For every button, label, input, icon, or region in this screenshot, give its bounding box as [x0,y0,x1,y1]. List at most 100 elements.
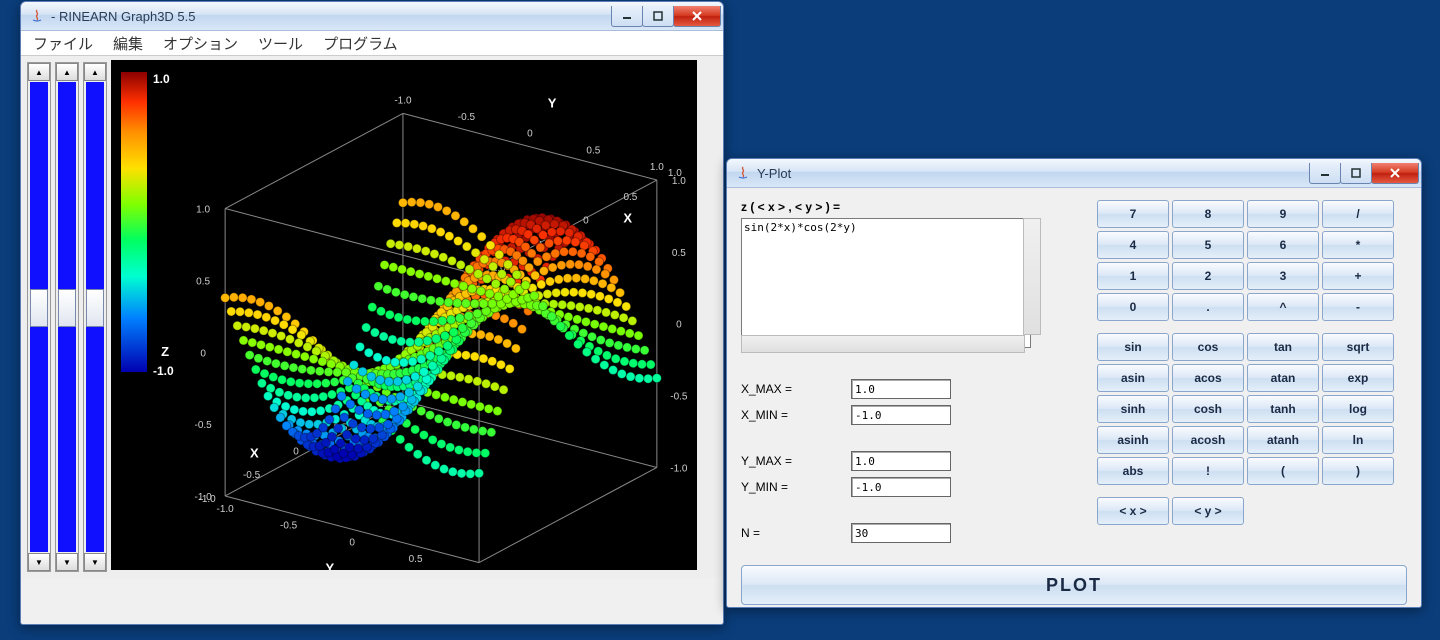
fn-acosh[interactable]: acosh [1172,426,1244,454]
input-x-min[interactable] [851,405,951,425]
yplot-titlebar[interactable]: Y-Plot [727,159,1421,188]
maximize-button[interactable] [642,6,674,27]
svg-text:-1.0: -1.0 [670,463,688,474]
slider-down-icon[interactable]: ▼ [28,553,50,571]
menu-tool[interactable]: ツール [254,31,307,56]
fn-sqrt[interactable]: sqrt [1322,333,1394,361]
fn-[interactable]: ) [1322,457,1394,485]
fn-atanh[interactable]: atanh [1247,426,1319,454]
fn-exp[interactable]: exp [1322,364,1394,392]
slider-2[interactable]: ▲ ▼ [55,62,79,572]
minimize-button[interactable] [611,6,643,27]
input-n[interactable] [851,523,951,543]
fn-asinh[interactable]: asinh [1097,426,1169,454]
plot-button[interactable]: PLOT [741,565,1407,605]
fn-tan[interactable]: tan [1247,333,1319,361]
slider-up-icon[interactable]: ▲ [84,63,106,81]
svg-text:Z: Z [161,344,169,359]
key-0[interactable]: 0 [1097,293,1169,321]
var-y[interactable]: < y > [1172,497,1244,525]
slider-thumb[interactable] [30,289,48,327]
key-[interactable]: + [1322,262,1394,290]
key-5[interactable]: 5 [1172,231,1244,259]
svg-text:1.0: 1.0 [196,205,210,216]
label-n: N = [741,526,851,540]
svg-text:X: X [250,445,259,460]
key-[interactable]: / [1322,200,1394,228]
fn-cos[interactable]: cos [1172,333,1244,361]
key-4[interactable]: 4 [1097,231,1169,259]
fn-[interactable]: ( [1247,457,1319,485]
fn-cosh[interactable]: cosh [1172,395,1244,423]
key-8[interactable]: 8 [1172,200,1244,228]
fn-abs[interactable]: abs [1097,457,1169,485]
fn-acos[interactable]: acos [1172,364,1244,392]
menu-file[interactable]: ファイル [29,31,97,56]
label-x-max: X_MAX = [741,382,851,396]
fn-asin[interactable]: asin [1097,364,1169,392]
slider-panel: ▲ ▼ ▲ ▼ ▲ ▼ [25,60,111,574]
key-6[interactable]: 6 [1247,231,1319,259]
slider-down-icon[interactable]: ▼ [84,553,106,571]
key-2[interactable]: 2 [1172,262,1244,290]
formula-input[interactable] [741,218,1031,348]
fn-sinh[interactable]: sinh [1097,395,1169,423]
slider-1[interactable]: ▲ ▼ [27,62,51,572]
input-y-min[interactable] [851,477,951,497]
svg-text:0: 0 [200,348,206,359]
yplot-window: Y-Plot z ( < x > , < y > ) = X_MAX = X_M… [726,158,1422,608]
var-x[interactable]: < x > [1097,497,1169,525]
key-9[interactable]: 9 [1247,200,1319,228]
key-[interactable]: . [1172,293,1244,321]
svg-text:-1.0: -1.0 [217,504,235,515]
svg-text:-0.5: -0.5 [670,392,688,403]
menu-program[interactable]: プログラム [319,31,402,56]
slider-thumb[interactable] [86,289,104,327]
svg-text:0.5: 0.5 [586,145,600,156]
svg-text:-0.5: -0.5 [243,470,261,481]
minimize-button[interactable] [1309,163,1341,184]
plot3d-canvas[interactable]: 1.0 -1.0 -1.0-1.0-1.0-1.0-1.0-1.0-0.5-0.… [111,60,697,570]
key-[interactable]: ^ [1247,293,1319,321]
yplot-body: z ( < x > , < y > ) = X_MAX = X_MIN = Y_… [727,188,1421,555]
svg-text:1.0: 1.0 [650,162,664,173]
fn-log[interactable]: log [1322,395,1394,423]
graph3d-titlebar[interactable]: - RINEARN Graph3D 5.5 [21,2,723,31]
slider-up-icon[interactable]: ▲ [56,63,78,81]
menu-edit[interactable]: 編集 [109,31,147,56]
fn-tanh[interactable]: tanh [1247,395,1319,423]
label-y-min: Y_MIN = [741,480,851,494]
key-3[interactable]: 3 [1247,262,1319,290]
fn-[interactable]: ! [1172,457,1244,485]
scrollbar-vertical[interactable] [1023,218,1041,335]
maximize-button[interactable] [1340,163,1372,184]
key-[interactable]: - [1322,293,1394,321]
scrollbar-horizontal[interactable] [741,335,1025,353]
java-icon [735,165,751,181]
java-icon [29,8,45,24]
fn-sin[interactable]: sin [1097,333,1169,361]
key-7[interactable]: 7 [1097,200,1169,228]
fn-ln[interactable]: ln [1322,426,1394,454]
slider-thumb[interactable] [58,289,76,327]
slider-down-icon[interactable]: ▼ [56,553,78,571]
svg-text:0.5: 0.5 [672,248,686,259]
svg-text:-0.5: -0.5 [195,420,213,431]
key-[interactable]: * [1322,231,1394,259]
graph3d-window: - RINEARN Graph3D 5.5 ファイル 編集 オプション ツール … [20,1,724,625]
svg-text:0: 0 [293,446,299,457]
input-x-max[interactable] [851,379,951,399]
close-button[interactable] [1371,163,1419,184]
svg-text:0: 0 [676,320,682,331]
svg-text:0.5: 0.5 [409,554,423,565]
key-1[interactable]: 1 [1097,262,1169,290]
close-button[interactable] [673,6,721,27]
menu-option[interactable]: オプション [159,31,242,56]
input-y-max[interactable] [851,451,951,471]
formula-label: z ( < x > , < y > ) = [741,200,1073,214]
svg-text:0: 0 [349,537,355,548]
slider-up-icon[interactable]: ▲ [28,63,50,81]
slider-3[interactable]: ▲ ▼ [83,62,107,572]
fn-atan[interactable]: atan [1247,364,1319,392]
svg-text:-0.5: -0.5 [280,521,298,532]
